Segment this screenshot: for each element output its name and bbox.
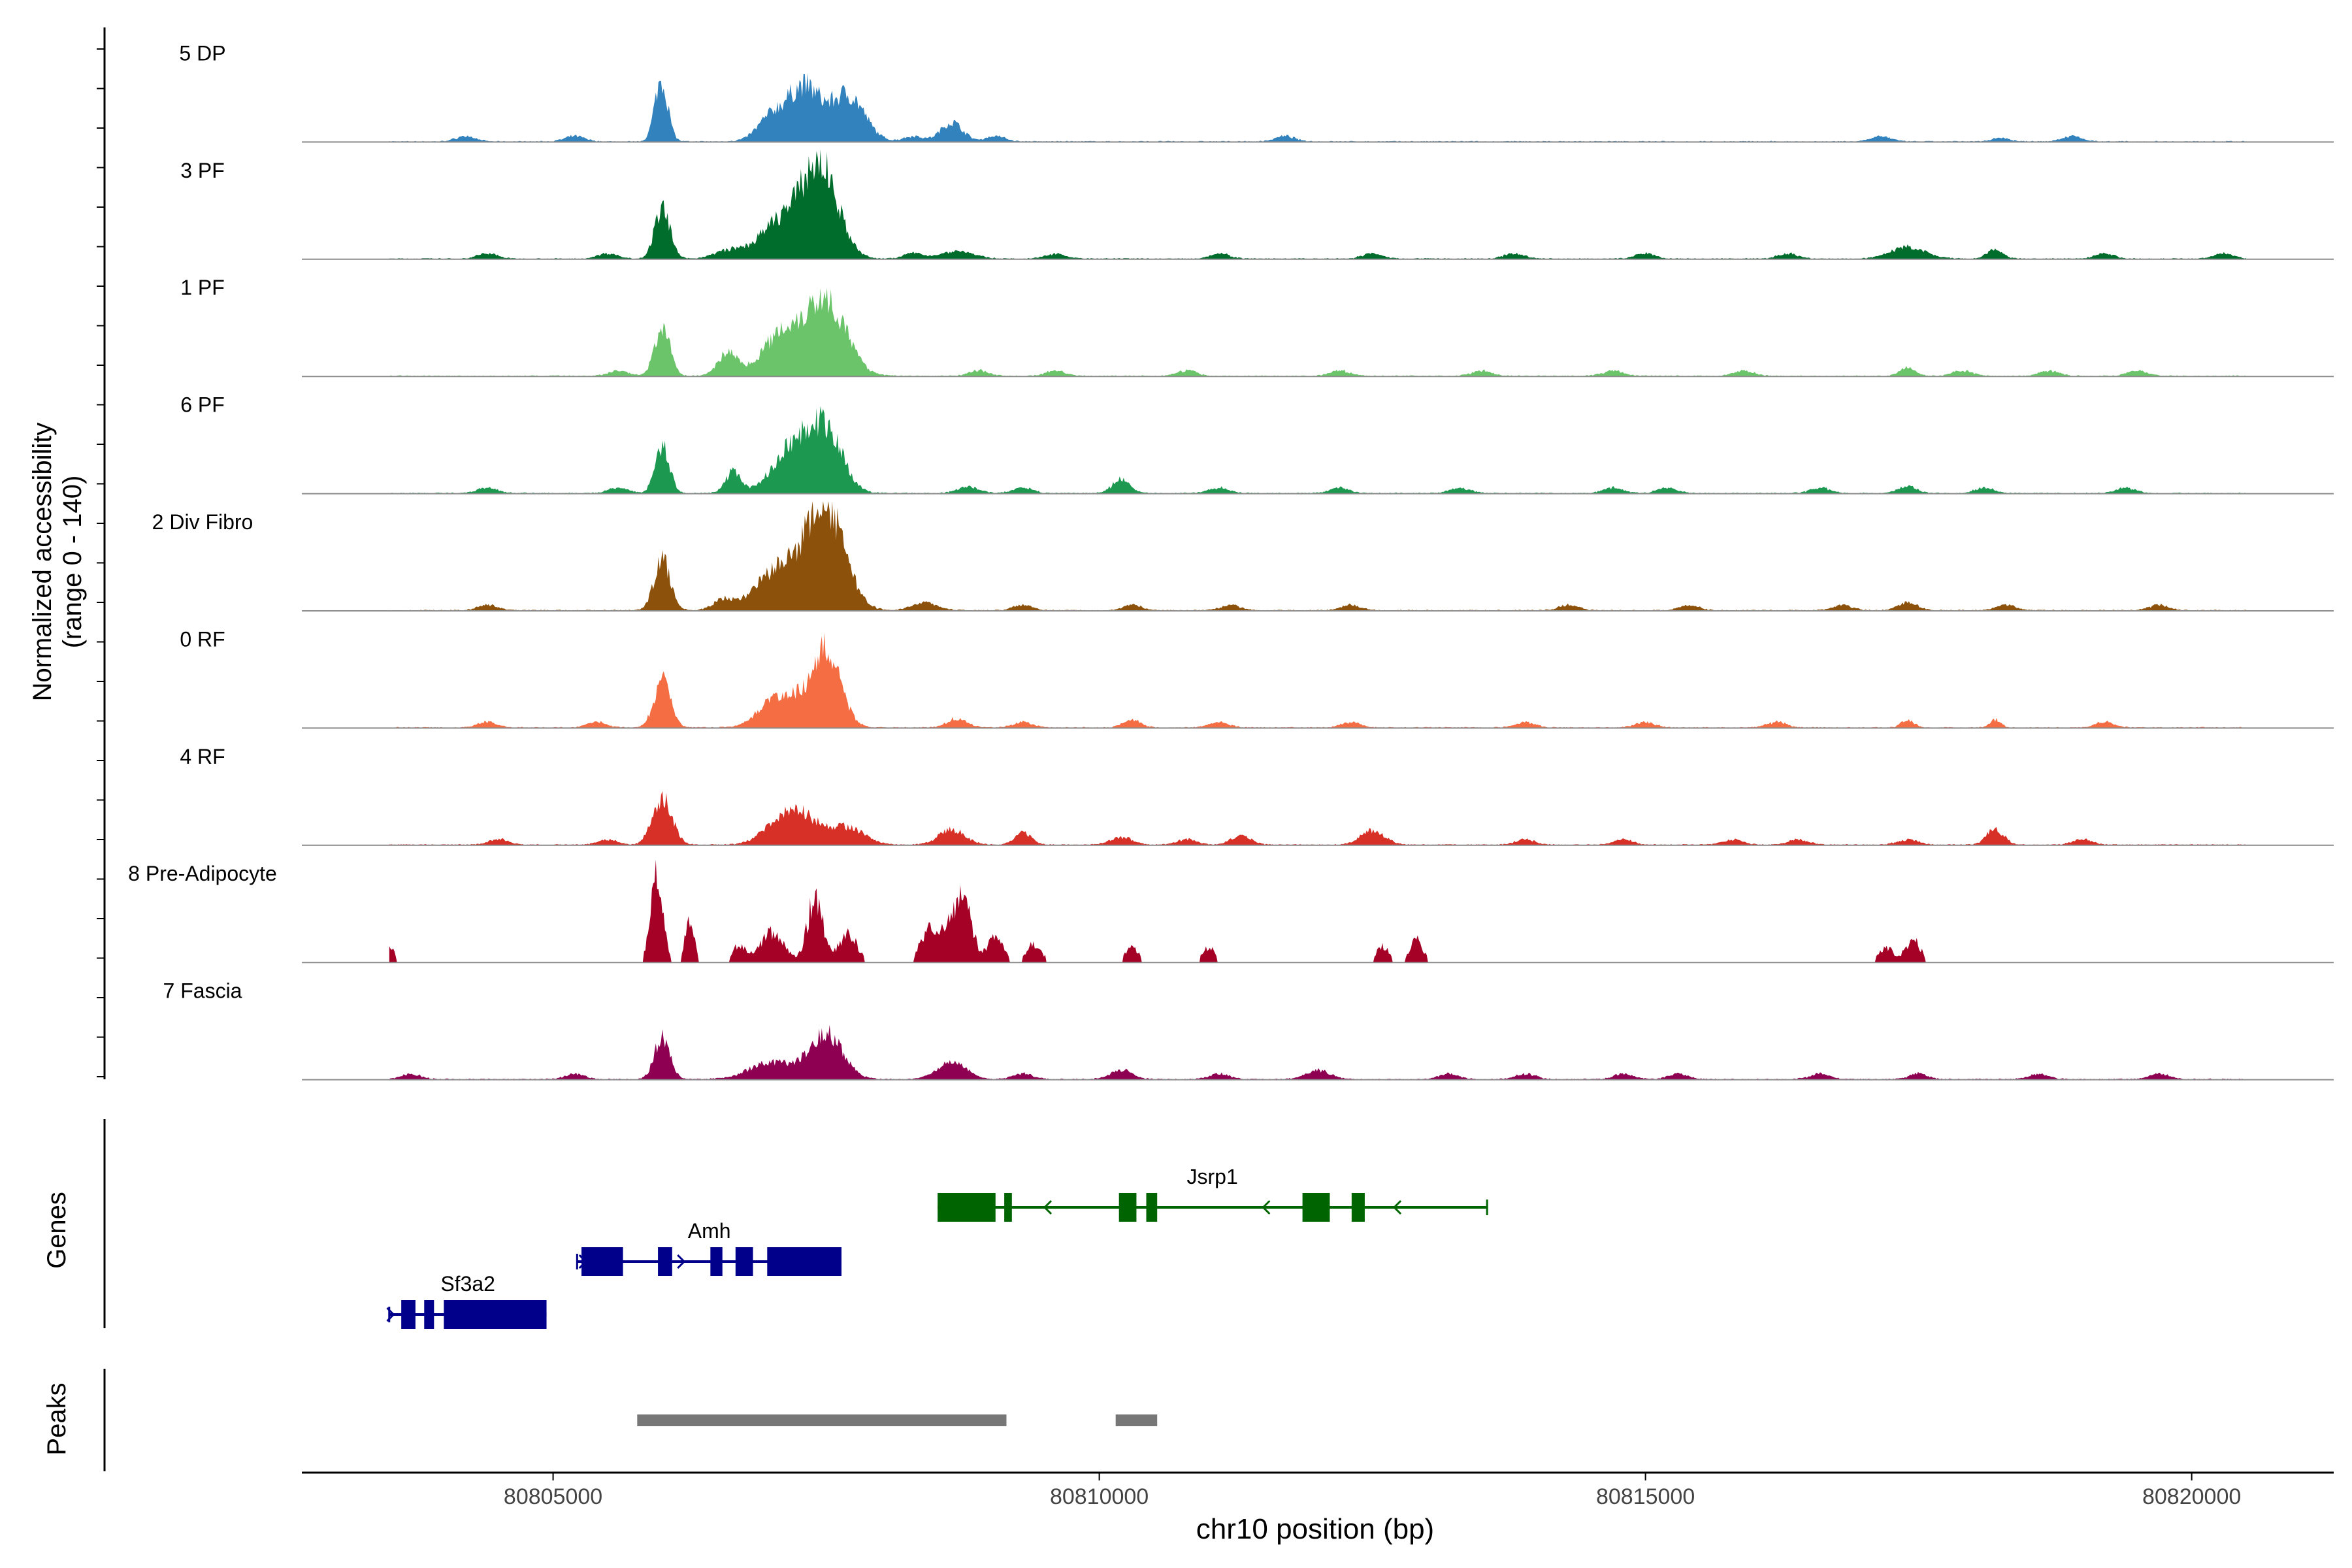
track-5-dp: 5 DP [179,41,2334,143]
track-6-pf: 6 PF [180,393,2334,495]
gene-jsrp1: Jsrp1 [938,1165,1488,1222]
x-axis: 80805000 80810000 80815000 80820000 [97,27,2334,1509]
coverage-area [389,149,2247,259]
coverage-ylabel: Normalized accessibility [28,423,57,702]
gene-exon [1146,1193,1158,1222]
gene-exon [710,1247,723,1276]
x-tick-label: 80815000 [1596,1484,1695,1509]
gene-name-label: Jsrp1 [1187,1165,1238,1188]
coverage-area [389,859,2247,963]
track-label: 4 RF [180,745,225,768]
track-4-rf: 4 RF [180,745,2334,846]
track-7-fascia: 7 Fascia [163,979,2334,1081]
track-8-pre-adipocyte: 8 Pre-Adipocyte [128,859,2334,964]
peaks-ylabel: Peaks [42,1382,71,1455]
coverage-tracks: 5 DP 3 PF 1 PF 6 PF 2 Div Fibro 0 RF 4 RF 8 Pre… [128,41,2334,1081]
coverage-ylabel-range: (range 0 - 140) [58,476,87,649]
genes-ylabel: Genes [42,1192,71,1269]
gene-annotation-track: Jsrp1 Amh Sf3a2 [386,1165,1488,1329]
coverage-area [389,73,2247,142]
track-label: 1 PF [180,276,225,299]
x-tick-label: 80805000 [504,1484,602,1509]
track-label: 2 Div Fibro [152,510,253,534]
track-label: 6 PF [180,393,225,417]
coverage-area [389,1024,2247,1080]
coverage-area [389,501,2247,611]
track-label: 8 Pre-Adipocyte [128,862,277,885]
gene-exon [658,1247,672,1276]
coverage-area [389,632,2247,728]
gene-exon [401,1300,416,1329]
gene-exon [1004,1193,1012,1222]
x-tick-label: 80810000 [1050,1484,1149,1509]
x-axis-label: chr10 position (bp) [1196,1513,1434,1545]
gene-name-label: Amh [688,1219,731,1243]
track-3-pf: 3 PF [180,149,2334,260]
gene-exon [938,1193,996,1222]
gene-exon [1351,1193,1365,1222]
strand-arrow [1262,1200,1271,1215]
track-label: 0 RF [180,627,225,651]
peak-region [1115,1414,1158,1426]
strand-arrow [1392,1200,1402,1215]
coverage-area [389,287,2247,377]
track-1-pf: 1 PF [180,276,2334,378]
strand-arrow [1043,1200,1053,1215]
coverage-area [389,406,2247,494]
peaks-track [637,1414,1158,1426]
gene-exon [1302,1193,1330,1222]
strand-arrow [677,1254,686,1269]
x-tick-label: 80820000 [2142,1484,2241,1509]
gene-amh: Amh [576,1219,841,1276]
peak-region [637,1414,1007,1426]
gene-exon [735,1247,753,1276]
coverage-area [389,791,2247,845]
gene-sf3a2: Sf3a2 [386,1272,547,1329]
gene-exon [424,1300,434,1329]
track-label: 5 DP [179,41,225,65]
gene-exon [444,1300,547,1329]
strand-arrow [578,1254,587,1269]
track-label: 3 PF [180,159,225,182]
gene-exon [767,1247,841,1276]
gene-exon [581,1247,623,1276]
track-label: 7 Fascia [163,979,242,1003]
gene-exon [1119,1193,1137,1222]
gene-name-label: Sf3a2 [440,1272,495,1296]
track-2-div-fibro: 2 Div Fibro [152,501,2334,612]
track-0-rf: 0 RF [180,627,2334,729]
